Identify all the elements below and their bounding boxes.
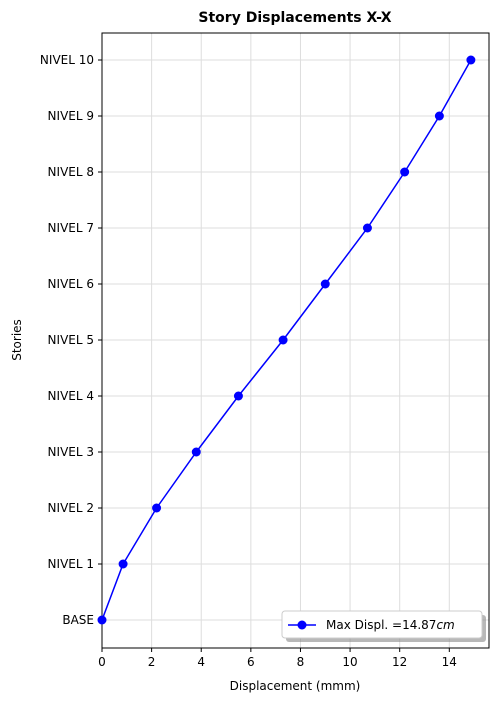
y-tick-label: NIVEL 9 bbox=[48, 109, 94, 123]
data-point bbox=[400, 167, 410, 177]
y-tick-label: NIVEL 7 bbox=[48, 221, 94, 235]
y-tick-label: NIVEL 2 bbox=[48, 501, 94, 515]
x-tick-label: 4 bbox=[197, 655, 205, 669]
x-tick-label: 10 bbox=[342, 655, 357, 669]
y-tick-label: NIVEL 8 bbox=[48, 165, 94, 179]
data-point bbox=[118, 559, 128, 569]
y-tick-label: BASE bbox=[62, 613, 94, 627]
legend: Max Displ. =14.87cm bbox=[281, 610, 486, 642]
legend-series-name: Max Displ. =14.87 bbox=[326, 618, 436, 632]
legend-series-unit: cm bbox=[436, 618, 454, 632]
chart-title: Story Displacements X-X bbox=[198, 10, 391, 26]
x-tick-label: 2 bbox=[148, 655, 156, 669]
x-tick-label: 14 bbox=[442, 655, 457, 669]
y-tick-label: NIVEL 5 bbox=[48, 333, 94, 347]
y-axis-label: Stories bbox=[10, 319, 24, 361]
y-tick-label: NIVEL 3 bbox=[48, 445, 94, 459]
y-tick-label: NIVEL 1 bbox=[48, 557, 94, 571]
legend-marker bbox=[297, 620, 307, 630]
y-tick-label: NIVEL 6 bbox=[48, 277, 94, 291]
y-axis: BASE NIVEL 1 NIVEL 2 NIVEL 3 NIVEL 4 NIVEL 5 N… bbox=[40, 53, 102, 627]
data-point bbox=[434, 111, 444, 121]
x-axis: 0 2 4 6 8 10 12 14 bbox=[98, 648, 457, 669]
x-tick-label: 8 bbox=[297, 655, 305, 669]
y-tick-label: NIVEL 10 bbox=[40, 53, 94, 67]
x-tick-label: 12 bbox=[392, 655, 407, 669]
data-point bbox=[466, 55, 476, 65]
x-tick-label: 0 bbox=[98, 655, 106, 669]
legend-box bbox=[281, 610, 483, 639]
x-axis-label: Displacement (mmm) bbox=[230, 679, 361, 693]
data-point bbox=[233, 391, 243, 401]
y-tick-label: NIVEL 4 bbox=[48, 389, 94, 403]
series-layer bbox=[97, 55, 476, 625]
data-point bbox=[191, 447, 201, 457]
data-point bbox=[152, 503, 162, 513]
data-point bbox=[362, 223, 372, 233]
data-point bbox=[320, 279, 330, 289]
legend-label: Max Displ. =14.87cm bbox=[326, 618, 455, 632]
grid-lines bbox=[101, 33, 489, 648]
data-point bbox=[97, 615, 107, 625]
x-tick-label: 6 bbox=[247, 655, 255, 669]
data-point bbox=[278, 335, 288, 345]
